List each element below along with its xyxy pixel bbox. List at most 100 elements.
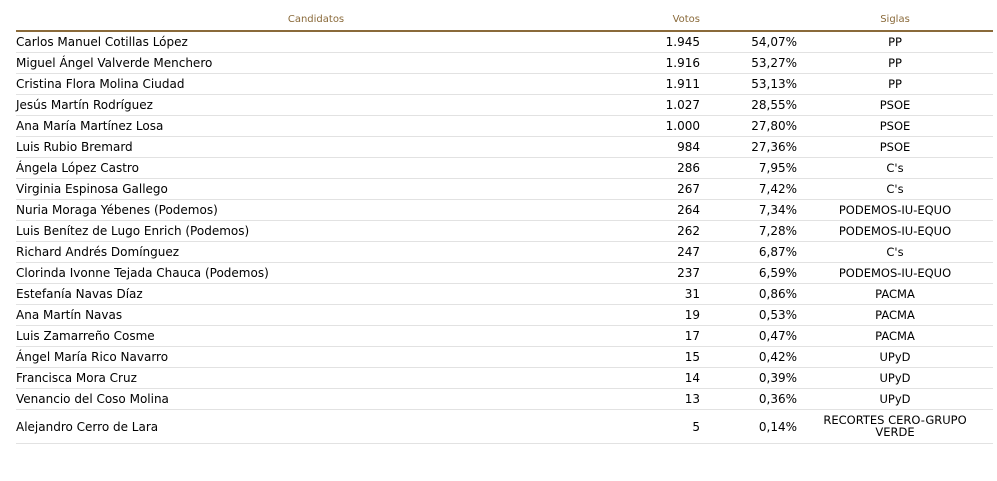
table-row: Miguel Ángel Valverde Menchero 1.916 53,… xyxy=(16,52,993,74)
candidate-party: PSOE xyxy=(797,136,993,158)
candidate-name: Luis Zamarreño Cosme xyxy=(16,325,616,347)
candidate-party: PP xyxy=(797,52,993,74)
table-row: Carlos Manuel Cotillas López 1.945 54,07… xyxy=(16,31,993,53)
candidate-percent: 0,53% xyxy=(700,304,797,326)
table-row: Nuria Moraga Yébenes (Podemos) 264 7,34%… xyxy=(16,199,993,221)
candidate-name: Virginia Espinosa Gallego xyxy=(16,178,616,200)
candidate-votes: 247 xyxy=(616,241,700,263)
table-row: Richard Andrés Domínguez 247 6,87% C's xyxy=(16,241,993,263)
candidate-name: Luis Rubio Bremard xyxy=(16,136,616,158)
candidate-votes: 262 xyxy=(616,220,700,242)
candidate-votes: 1.945 xyxy=(616,31,700,53)
candidate-name: Venancio del Coso Molina xyxy=(16,388,616,410)
party-label: C's xyxy=(886,161,904,175)
candidate-votes: 267 xyxy=(616,178,700,200)
party-label: UPyD xyxy=(879,350,911,364)
candidate-name: Miguel Ángel Valverde Menchero xyxy=(16,52,616,74)
party-label: PP xyxy=(888,77,902,91)
candidate-party: C's xyxy=(797,178,993,200)
results-table: Candidatos Votos Siglas Carlos Manuel Co… xyxy=(16,8,993,444)
table-row: Luis Benítez de Lugo Enrich (Podemos) 26… xyxy=(16,220,993,242)
party-label: UPyD xyxy=(879,371,911,385)
candidate-votes: 31 xyxy=(616,283,700,305)
table-row: Virginia Espinosa Gallego 267 7,42% C's xyxy=(16,178,993,200)
candidate-party: PODEMOS-IU-EQUO xyxy=(797,199,993,221)
candidate-percent: 53,13% xyxy=(700,73,797,95)
candidate-votes: 237 xyxy=(616,262,700,284)
candidate-party: C's xyxy=(797,241,993,263)
party-label: RECORTES CERO-GRUPO VERDE xyxy=(823,413,967,439)
party-label: PSOE xyxy=(879,98,911,112)
candidate-name: Ángela López Castro xyxy=(16,157,616,179)
candidate-percent: 0,42% xyxy=(700,346,797,368)
table-row: Clorinda Ivonne Tejada Chauca (Podemos) … xyxy=(16,262,993,284)
candidate-party: PP xyxy=(797,31,993,53)
candidate-party: C's xyxy=(797,157,993,179)
candidate-percent: 0,47% xyxy=(700,325,797,347)
candidate-party: PODEMOS-IU-EQUO xyxy=(797,262,993,284)
candidate-name: Jesús Martín Rodríguez xyxy=(16,94,616,116)
party-label: PACMA xyxy=(875,287,915,301)
candidate-name: Luis Benítez de Lugo Enrich (Podemos) xyxy=(16,220,616,242)
table-row: Jesús Martín Rodríguez 1.027 28,55% PSOE xyxy=(16,94,993,116)
candidate-percent: 6,87% xyxy=(700,241,797,263)
header-candidates: Candidatos xyxy=(16,8,616,32)
candidate-votes: 5 xyxy=(616,409,700,444)
candidate-party: UPyD xyxy=(797,367,993,389)
candidate-name: Alejandro Cerro de Lara xyxy=(16,409,616,444)
candidate-votes: 15 xyxy=(616,346,700,368)
candidate-percent: 6,59% xyxy=(700,262,797,284)
candidate-name: Estefanía Navas Díaz xyxy=(16,283,616,305)
candidate-votes: 1.000 xyxy=(616,115,700,137)
table-row: Ana María Martínez Losa 1.000 27,80% PSO… xyxy=(16,115,993,137)
candidate-name: Clorinda Ivonne Tejada Chauca (Podemos) xyxy=(16,262,616,284)
party-label: PSOE xyxy=(879,140,911,154)
candidate-votes: 1.027 xyxy=(616,94,700,116)
candidate-party: UPyD xyxy=(797,346,993,368)
candidate-percent: 27,36% xyxy=(700,136,797,158)
candidate-name: Nuria Moraga Yébenes (Podemos) xyxy=(16,199,616,221)
party-label: PACMA xyxy=(875,329,915,343)
party-label: PODEMOS-IU-EQUO xyxy=(838,203,952,217)
party-label: PP xyxy=(888,35,902,49)
table-row: Alejandro Cerro de Lara 5 0,14% RECORTES… xyxy=(16,409,993,444)
header-votes: Votos xyxy=(616,8,700,32)
candidate-percent: 7,28% xyxy=(700,220,797,242)
candidate-votes: 14 xyxy=(616,367,700,389)
candidate-name: Ana María Martínez Losa xyxy=(16,115,616,137)
candidate-party: PSOE xyxy=(797,94,993,116)
candidate-party: UPyD xyxy=(797,388,993,410)
candidate-name: Carlos Manuel Cotillas López xyxy=(16,31,616,53)
candidate-percent: 0,86% xyxy=(700,283,797,305)
candidate-percent: 27,80% xyxy=(700,115,797,137)
candidate-party: PACMA xyxy=(797,283,993,305)
candidate-percent: 0,39% xyxy=(700,367,797,389)
table-row: Luis Zamarreño Cosme 17 0,47% PACMA xyxy=(16,325,993,347)
candidate-votes: 1.916 xyxy=(616,52,700,74)
candidate-percent: 7,95% xyxy=(700,157,797,179)
table-row: Ángela López Castro 286 7,95% C's xyxy=(16,157,993,179)
candidate-party: PACMA xyxy=(797,325,993,347)
party-label: PACMA xyxy=(875,308,915,322)
candidate-percent: 54,07% xyxy=(700,31,797,53)
table-row: Luis Rubio Bremard 984 27,36% PSOE xyxy=(16,136,993,158)
table-body: Carlos Manuel Cotillas López 1.945 54,07… xyxy=(16,31,993,444)
candidate-votes: 17 xyxy=(616,325,700,347)
candidate-votes: 19 xyxy=(616,304,700,326)
party-label: PSOE xyxy=(879,119,911,133)
candidate-percent: 7,34% xyxy=(700,199,797,221)
header-percent xyxy=(700,8,797,32)
candidate-percent: 28,55% xyxy=(700,94,797,116)
table-row: Francisca Mora Cruz 14 0,39% UPyD xyxy=(16,367,993,389)
header-party: Siglas xyxy=(797,8,993,32)
candidate-percent: 53,27% xyxy=(700,52,797,74)
candidate-votes: 13 xyxy=(616,388,700,410)
table-header: Candidatos Votos Siglas xyxy=(16,8,993,32)
table-row: Cristina Flora Molina Ciudad 1.911 53,13… xyxy=(16,73,993,95)
header-row: Candidatos Votos Siglas xyxy=(16,8,993,32)
table-row: Ángel María Rico Navarro 15 0,42% UPyD xyxy=(16,346,993,368)
table-row: Estefanía Navas Díaz 31 0,86% PACMA xyxy=(16,283,993,305)
candidate-percent: 7,42% xyxy=(700,178,797,200)
party-label: PODEMOS-IU-EQUO xyxy=(838,266,952,280)
candidate-votes: 984 xyxy=(616,136,700,158)
